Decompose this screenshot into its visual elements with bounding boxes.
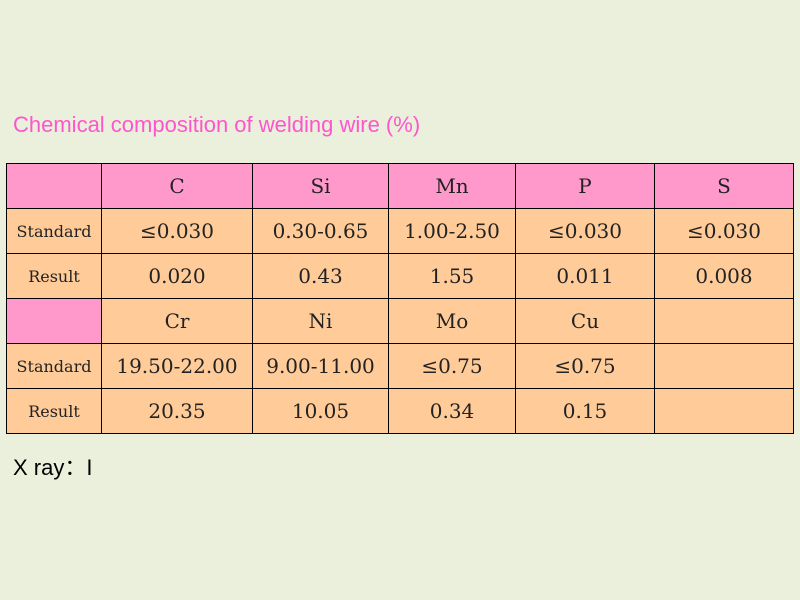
element-header-ni: Ni [252, 298, 389, 344]
standard-cell-mo: ≤0.75 [388, 343, 516, 389]
standard-cell-mn: 1.00-2.50 [388, 208, 516, 254]
row-label-standard: Standard [6, 208, 102, 254]
result-cell-ni: 10.05 [252, 388, 389, 434]
element-header-mn: Mn [388, 163, 516, 209]
result-row-group1: Result 0.020 0.43 1.55 0.011 0.008 [6, 253, 794, 299]
header-row-group1: C Si Mn P S [6, 163, 794, 209]
element-header-c: C [101, 163, 253, 209]
element-header-p: P [515, 163, 655, 209]
standard-cell-ni: 9.00-11.00 [252, 343, 389, 389]
element-header-mo: Mo [388, 298, 516, 344]
standard-cell-s: ≤0.030 [654, 208, 794, 254]
header-row-group2: Cr Ni Mo Cu [6, 298, 794, 344]
standard-row-group2: Standard 19.50-22.00 9.00-11.00 ≤0.75 ≤0… [6, 343, 794, 389]
row-label-result-2: Result [6, 388, 102, 434]
standard-cell-cu: ≤0.75 [515, 343, 655, 389]
result-cell-empty [654, 388, 794, 434]
standard-cell-c: ≤0.030 [101, 208, 253, 254]
result-cell-cu: 0.15 [515, 388, 655, 434]
element-header-cu: Cu [515, 298, 655, 344]
result-cell-s: 0.008 [654, 253, 794, 299]
result-cell-cr: 20.35 [101, 388, 253, 434]
result-cell-mo: 0.34 [388, 388, 516, 434]
standard-cell-si: 0.30-0.65 [252, 208, 389, 254]
row-label-result: Result [6, 253, 102, 299]
result-cell-si: 0.43 [252, 253, 389, 299]
standard-cell-cr: 19.50-22.00 [101, 343, 253, 389]
result-row-group2: Result 20.35 10.05 0.34 0.15 [6, 388, 794, 434]
element-header-cr: Cr [101, 298, 253, 344]
result-cell-mn: 1.55 [388, 253, 516, 299]
page-title: Chemical composition of welding wire (%) [13, 112, 421, 137]
standard-row-group1: Standard ≤0.030 0.30-0.65 1.00-2.50 ≤0.0… [6, 208, 794, 254]
row-label-standard-2: Standard [6, 343, 102, 389]
composition-table: C Si Mn P S Standard ≤0.030 0.30-0.65 1.… [6, 163, 794, 434]
standard-cell-empty [654, 343, 794, 389]
standard-cell-p: ≤0.030 [515, 208, 655, 254]
element-header-s: S [654, 163, 794, 209]
xray-grade-note: X ray：I [13, 455, 93, 480]
element-header-si: Si [252, 163, 389, 209]
result-cell-p: 0.011 [515, 253, 655, 299]
header-corner-cell-2 [6, 298, 102, 344]
header-corner-cell [6, 163, 102, 209]
empty-header-cell [654, 298, 794, 344]
result-cell-c: 0.020 [101, 253, 253, 299]
